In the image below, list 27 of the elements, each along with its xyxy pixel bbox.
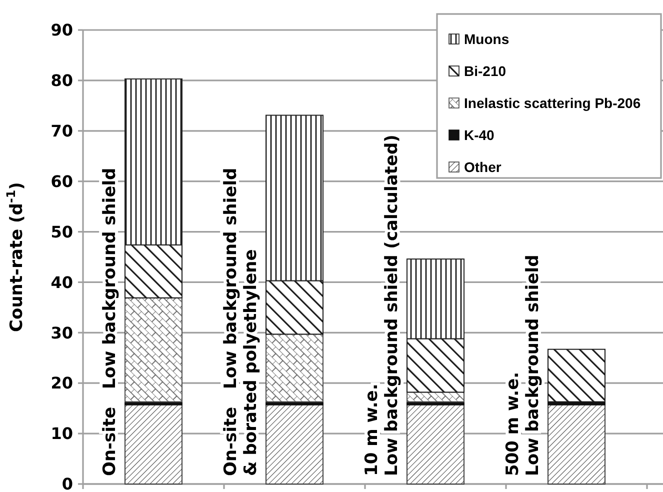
- y-tick-label: 10: [50, 424, 73, 444]
- legend-label: Other: [464, 158, 502, 175]
- bar: [548, 348, 606, 402]
- y-tick-label: 90: [50, 20, 73, 40]
- bar: [548, 404, 606, 484]
- legend-label: Bi-210: [464, 62, 506, 79]
- bar: [266, 334, 324, 402]
- y-tick-label: 30: [50, 323, 73, 342]
- legend-label: Muons: [464, 30, 510, 47]
- bar: [406, 404, 464, 484]
- y-tick-label: 50: [50, 222, 73, 242]
- legend-label: K-40: [464, 126, 495, 143]
- x-tick-label: 500 m w.e. Low background shield: [503, 254, 543, 476]
- bar: [124, 404, 182, 484]
- y-tick-label: 40: [50, 272, 73, 292]
- y-tick-label: 20: [50, 374, 73, 393]
- y-tick-label: 80: [50, 71, 73, 90]
- y-tick-label: 0: [62, 474, 73, 492]
- y-tick-label: 70: [50, 121, 73, 140]
- bar: [124, 297, 182, 402]
- bar: [406, 392, 464, 402]
- bar: [266, 404, 324, 484]
- y-tick-label: 60: [50, 172, 73, 191]
- legend-label: Inelastic scattering Pb-206: [464, 94, 641, 111]
- x-tick-label: On-site Low background shield: [100, 168, 120, 476]
- x-tick-label: 10 m w.e. Low background shield (calculated): [362, 134, 402, 476]
- x-tick-label: On-site Low background shield & borated polyethylene: [221, 168, 261, 476]
